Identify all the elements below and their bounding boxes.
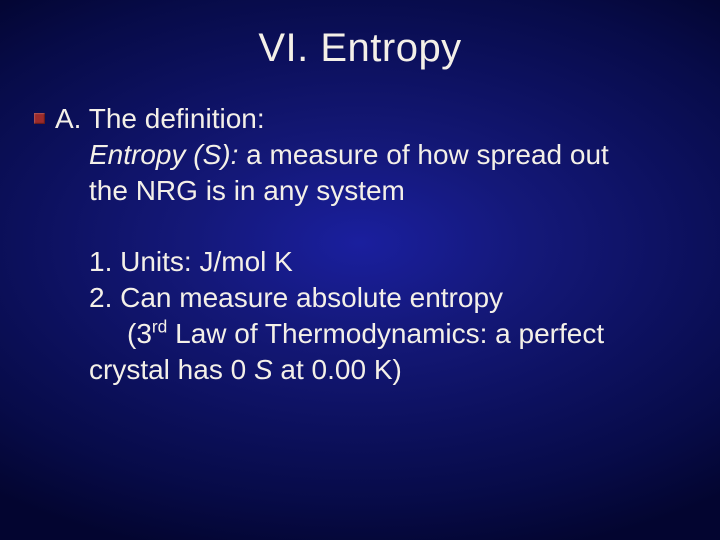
spacer	[55, 208, 690, 244]
definition-line-2: the NRG is in any system	[55, 173, 690, 209]
law-line-2b: at 0.00 K)	[273, 354, 402, 385]
section-a-label: A. The definition:	[55, 101, 690, 137]
law-mid: Law of Thermodynamics: a perfect	[167, 318, 604, 349]
term-symbol: (S):	[193, 139, 238, 170]
definition-line-1: Entropy (S): a measure of how spread out	[55, 137, 690, 173]
item-1: 1. Units: J/mol K	[55, 244, 690, 280]
square-bullet-icon	[34, 113, 45, 124]
slide-title: VI. Entropy	[30, 26, 690, 71]
law-line-2a: crystal has 0	[89, 354, 254, 385]
law-line-2: crystal has 0 S at 0.00 K)	[55, 352, 690, 388]
law-symbol-s: S	[254, 354, 273, 385]
law-superscript: rd	[152, 317, 167, 337]
law-prefix: (3	[127, 318, 152, 349]
def-rest: a measure of how spread out	[246, 139, 609, 170]
bullet-row-a: A. The definition: Entropy (S): a measur…	[34, 101, 690, 388]
law-line-1: (3rd Law of Thermodynamics: a perfect	[55, 316, 690, 352]
slide: VI. Entropy A. The definition: Entropy (…	[0, 0, 720, 540]
body-text: A. The definition: Entropy (S): a measur…	[55, 101, 690, 388]
term-entropy: Entropy	[89, 139, 186, 170]
item-2: 2. Can measure absolute entropy	[55, 280, 690, 316]
